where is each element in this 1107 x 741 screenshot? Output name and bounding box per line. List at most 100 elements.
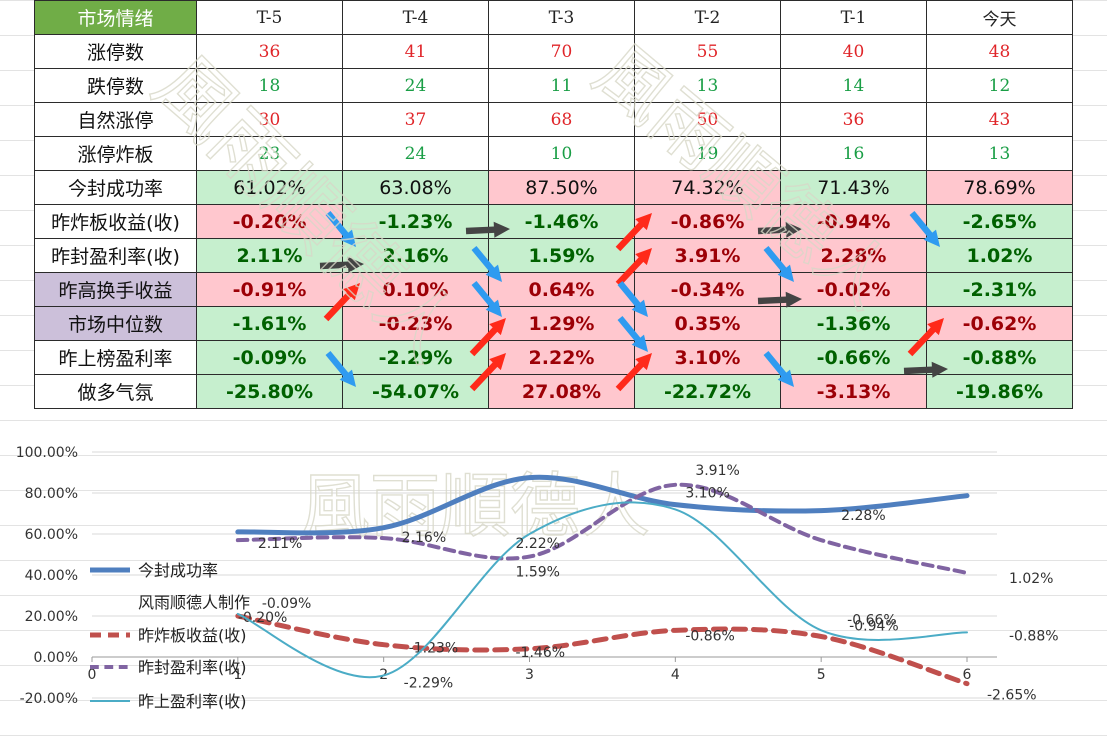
table-row: 涨停数 36 41 70 55 40 48 xyxy=(34,34,1073,69)
data-label: 2.16% xyxy=(402,530,446,546)
value-cell: 70 xyxy=(488,34,635,69)
y-tick-label: -20.00% xyxy=(20,691,78,707)
value-cell: -3.13% xyxy=(780,374,927,409)
value-cell: -54.07% xyxy=(342,374,489,409)
y-tick-label: 0.00% xyxy=(34,650,78,666)
x-tick-label: 0 xyxy=(88,667,97,683)
data-label: 1.59% xyxy=(516,565,560,581)
header-day-cell: T-4 xyxy=(342,0,489,35)
sentiment-line-chart: 100.00% 80.00% 60.00% 40.00% 20.00% 0.00% -20.… xyxy=(16,445,1059,711)
value-cell: 3.91% xyxy=(634,238,781,273)
data-label: -0.09% xyxy=(262,596,312,612)
value-cell: 36 xyxy=(196,34,343,69)
table-row: 跌停数 18 24 11 13 14 12 xyxy=(34,68,1073,103)
value-cell: 36 xyxy=(780,102,927,137)
series-line xyxy=(235,474,970,536)
table-row: 做多气氛 -25.80% -54.07% 27.08% -22.72% -3.13% -19… xyxy=(34,374,1073,409)
table-row: 自然涨停 30 37 68 50 36 43 xyxy=(34,102,1073,137)
y-tick-label: 60.00% xyxy=(25,527,78,543)
value-cell: -1.36% xyxy=(780,306,927,341)
value-cell: -1.23% xyxy=(342,204,489,239)
row-label-cell: 跌停数 xyxy=(34,68,197,103)
value-cell: 43 xyxy=(926,102,1073,137)
value-cell: 27.08% xyxy=(488,374,635,409)
value-cell: 71.43% xyxy=(780,170,927,205)
data-label: 3.91% xyxy=(695,463,739,479)
row-label-cell: 市场中位数 xyxy=(34,306,197,341)
value-cell: -0.88% xyxy=(926,340,1073,375)
x-tick-label: 6 xyxy=(963,667,972,683)
value-cell: 3.10% xyxy=(634,340,781,375)
value-cell: -25.80% xyxy=(196,374,343,409)
value-cell: -0.09% xyxy=(196,340,343,375)
watermark-stamp: 風雨順德人 xyxy=(300,465,650,547)
series-line xyxy=(235,482,969,575)
value-cell: -1.46% xyxy=(488,204,635,239)
data-label: -0.94% xyxy=(849,619,899,635)
value-cell: 87.50% xyxy=(488,170,635,205)
value-cell: -0.66% xyxy=(780,340,927,375)
data-label: 2.22% xyxy=(516,536,560,552)
value-cell: -0.94% xyxy=(780,204,927,239)
header-day-cell: T-2 xyxy=(634,0,781,35)
header-day-cell: 今天 xyxy=(926,0,1073,35)
value-cell: -0.20% xyxy=(196,204,343,239)
y-tick-label: 20.00% xyxy=(25,609,78,625)
legend-entry: 今封成功率 xyxy=(138,561,218,580)
y-tick-label: 100.00% xyxy=(16,445,78,461)
value-cell: -0.62% xyxy=(926,306,1073,341)
value-cell: 16 xyxy=(780,136,927,171)
value-cell: 2.16% xyxy=(342,238,489,273)
value-cell: 40 xyxy=(780,34,927,69)
value-cell: 10 xyxy=(488,136,635,171)
value-cell: 0.10% xyxy=(342,272,489,307)
value-cell: 19 xyxy=(634,136,781,171)
data-label: -2.29% xyxy=(404,675,454,691)
value-cell: 24 xyxy=(342,68,489,103)
data-label: -1.23% xyxy=(409,641,459,657)
value-cell: 68 xyxy=(488,102,635,137)
value-cell: 1.59% xyxy=(488,238,635,273)
x-tick-label: 3 xyxy=(525,667,534,683)
value-cell: 1.02% xyxy=(926,238,1073,273)
row-label-cell: 昨高换手收益 xyxy=(34,272,197,307)
value-cell: -2.31% xyxy=(926,272,1073,307)
value-cell: 2.28% xyxy=(780,238,927,273)
row-label-cell: 昨封盈利率(收) xyxy=(34,238,197,273)
table-row: 昨高换手收益 -0.91% 0.10% 0.64% -0.34% -0.02% -2.31% xyxy=(34,272,1073,307)
value-cell: 30 xyxy=(196,102,343,137)
value-cell: -0.86% xyxy=(634,204,781,239)
row-label-cell: 涨停数 xyxy=(34,34,197,69)
table-row: 涨停炸板 23 24 10 19 16 13 xyxy=(34,136,1073,171)
value-cell: -2.29% xyxy=(342,340,489,375)
value-cell: 2.22% xyxy=(488,340,635,375)
row-label-cell: 自然涨停 xyxy=(34,102,197,137)
legend-entry: 昨上盈利率(收) xyxy=(138,692,247,711)
value-cell: 48 xyxy=(926,34,1073,69)
value-cell: -2.65% xyxy=(926,204,1073,239)
table-row: 昨上榜盈利率 -0.09% -2.29% 2.22% 3.10% -0.66% -0.88% xyxy=(34,340,1073,375)
data-label: 1.02% xyxy=(1009,571,1053,587)
header-day-cell: T-5 xyxy=(196,0,343,35)
value-cell: -0.02% xyxy=(780,272,927,307)
value-cell: 41 xyxy=(342,34,489,69)
value-cell: 37 xyxy=(342,102,489,137)
value-cell: 78.69% xyxy=(926,170,1073,205)
legend-entry: 昨炸板收益(收) xyxy=(138,626,247,645)
y-tick-label: 80.00% xyxy=(25,486,78,502)
value-cell: 12 xyxy=(926,68,1073,103)
value-cell: 24 xyxy=(342,136,489,171)
value-cell: 74.32% xyxy=(634,170,781,205)
table-header-row: 市场情绪 T-5 T-4 T-3 T-2 T-1 今天 xyxy=(34,0,1073,35)
value-cell: -0.23% xyxy=(342,306,489,341)
table-row: 市场中位数 -1.61% -0.23% 1.29% 0.35% -1.36% -0.62% xyxy=(34,306,1073,341)
header-day-cell: T-1 xyxy=(780,0,927,35)
data-label: -0.86% xyxy=(685,628,735,644)
data-label: 3.10% xyxy=(685,485,729,501)
legend-entry: 昨封盈利率(收) xyxy=(138,658,247,677)
header-label-cell: 市场情绪 xyxy=(34,0,197,35)
value-cell: 14 xyxy=(780,68,927,103)
data-label: -2.65% xyxy=(987,688,1037,704)
y-tick-label: 40.00% xyxy=(25,568,78,584)
data-label: -0.88% xyxy=(1009,628,1059,644)
